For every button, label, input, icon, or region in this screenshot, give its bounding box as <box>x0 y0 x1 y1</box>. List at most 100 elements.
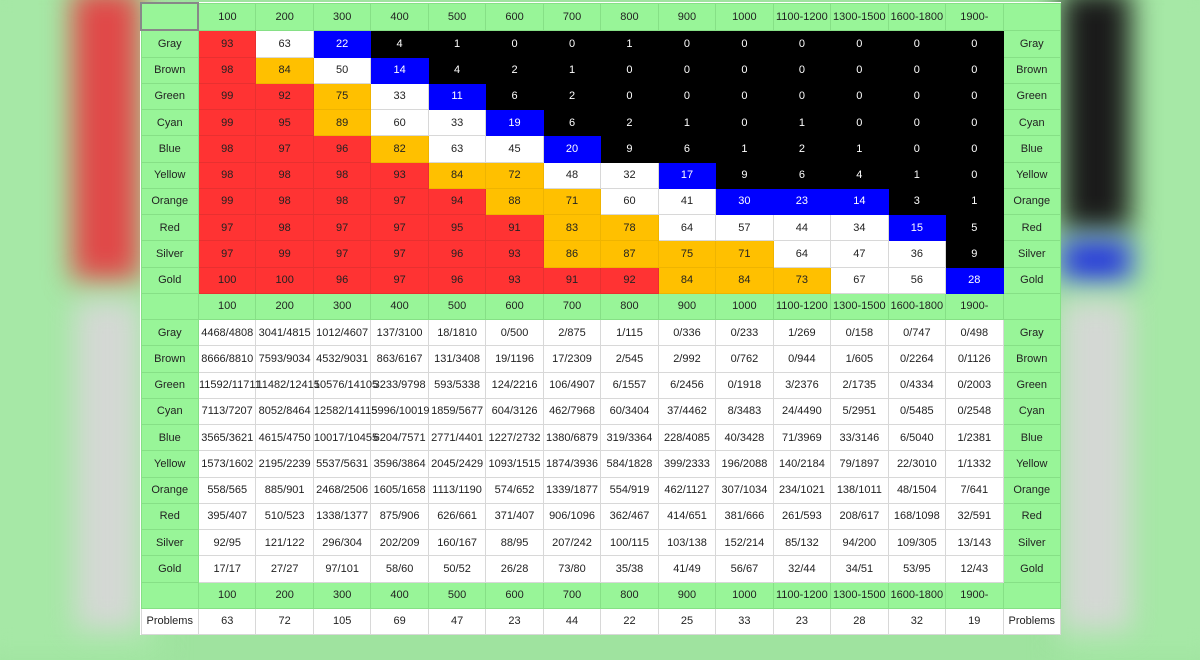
count-cell: 10576/14105 <box>312 371 378 399</box>
count-cell: 1573/1602 <box>197 450 257 478</box>
percent-cell: 6 <box>542 108 602 137</box>
count-cell: 5537/5631 <box>312 450 372 478</box>
column-header: 1100-1200 <box>772 2 832 31</box>
column-header: 500 <box>427 581 487 609</box>
blurred-background-left-red <box>72 0 140 280</box>
count-cell: 593/5338 <box>427 371 487 399</box>
row-label-right: Silver <box>1002 528 1062 557</box>
column-header: 1000 <box>715 292 774 321</box>
count-cell: 58/60 <box>370 555 429 583</box>
column-header: 1300-1500 <box>830 2 889 31</box>
corner-cell <box>140 292 199 321</box>
problems-cell: 47 <box>427 607 487 636</box>
percent-cell: 22 <box>312 29 372 58</box>
problems-cell: 32 <box>887 607 947 636</box>
percent-cell: 15 <box>887 213 947 242</box>
percent-cell: 36 <box>887 240 947 268</box>
count-row: Brown 8666/8810 7593/9034 4532/9031 863/6167… <box>140 345 1062 373</box>
count-cell: 79/1897 <box>830 450 889 478</box>
count-cell: 906/1096 <box>542 502 602 531</box>
percent-cell: 0 <box>945 29 1004 58</box>
percent-cell: 48 <box>542 161 602 189</box>
corner-cell <box>140 581 199 609</box>
percent-cell: 98 <box>312 187 372 216</box>
percent-cell: 73 <box>772 266 832 294</box>
count-cell: 307/1034 <box>715 476 774 504</box>
percent-cell: 28 <box>945 266 1004 294</box>
count-cell: 371/407 <box>485 502 544 531</box>
count-cell: 3041/4815 <box>255 318 314 347</box>
count-cell: 2045/2429 <box>427 450 487 478</box>
percent-cell: 97 <box>370 240 429 268</box>
percent-row: Yellow 98 98 98 93 84 72 48 32 17 9 6 4 1 0 Yellow <box>140 161 1062 189</box>
count-cell: 85/132 <box>772 528 832 557</box>
count-cell: 35/38 <box>600 555 659 583</box>
column-header: 900 <box>657 292 717 321</box>
percent-cell: 1 <box>772 108 832 137</box>
count-cell: 0/5485 <box>887 397 947 426</box>
column-header: 200 <box>255 2 314 31</box>
row-label: Gray <box>140 318 199 347</box>
percent-cell: 93 <box>370 161 429 189</box>
percent-cell: 96 <box>312 266 372 294</box>
percent-cell: 97 <box>197 240 257 268</box>
row-label-right: Orange <box>1002 187 1062 216</box>
percent-cell: 96 <box>427 240 487 268</box>
count-cell: 100/115 <box>600 528 659 557</box>
count-cell: 875/906 <box>370 502 429 531</box>
count-cell: 168/1098 <box>887 502 947 531</box>
problems-label-right: Problems <box>1002 607 1062 636</box>
percent-cell: 33 <box>427 108 487 137</box>
count-cell: 8666/8810 <box>197 345 257 373</box>
count-cell: 1338/1377 <box>312 502 372 531</box>
percent-cell: 98 <box>255 161 314 189</box>
count-row: Blue 3565/3621 4615/4750 10017/10455 6204/75… <box>140 423 1062 452</box>
count-row: Orange 558/565 885/901 2468/2506 1605/1658 11… <box>140 476 1062 504</box>
percent-cell: 60 <box>370 108 429 137</box>
row-label: Green <box>140 371 199 399</box>
percent-cell: 41 <box>657 187 717 216</box>
percent-cell: 97 <box>255 135 314 163</box>
percent-row: Gold 100 100 96 97 96 93 91 92 84 84 73 67 56 28 Gold <box>140 266 1062 294</box>
percent-cell: 99 <box>197 82 257 111</box>
percent-cell: 0 <box>772 29 832 58</box>
percent-cell: 0 <box>945 56 1004 84</box>
count-row: Green 11592/11711 11482/12415 10576/14105 32… <box>140 371 1062 399</box>
percent-cell: 97 <box>312 240 372 268</box>
count-cell: 92/95 <box>197 528 257 557</box>
percent-cell: 0 <box>887 56 947 84</box>
count-cell: 1113/1190 <box>427 476 487 504</box>
percent-cell: 4 <box>427 56 487 84</box>
percent-cell: 63 <box>255 29 314 58</box>
count-cell: 1380/6879 <box>542 423 602 452</box>
percent-cell: 2 <box>485 56 544 84</box>
percent-cell: 63 <box>427 135 487 163</box>
count-cell: 37/4462 <box>657 397 717 426</box>
count-cell: 462/7968 <box>542 397 602 426</box>
count-cell: 121/122 <box>255 528 314 557</box>
percent-cell: 97 <box>370 213 429 242</box>
count-cell: 12/43 <box>945 555 1004 583</box>
percent-cell: 100 <box>197 266 257 294</box>
percent-cell: 0 <box>600 56 659 84</box>
problems-cell: 19 <box>945 607 1004 636</box>
count-cell: 228/4085 <box>657 423 717 452</box>
count-cell: 207/242 <box>542 528 602 557</box>
percent-cell: 6 <box>772 161 832 189</box>
percent-cell: 30 <box>715 187 774 216</box>
count-cell: 17/17 <box>197 555 257 583</box>
count-cell: 17/2309 <box>542 345 602 373</box>
percent-cell: 20 <box>542 135 602 163</box>
count-cell: 26/28 <box>485 555 544 583</box>
column-header-row: 100 200 300 400 500 600 700 800 900 1000 1100-1200… <box>140 581 1062 609</box>
count-cell: 2195/2239 <box>255 450 314 478</box>
column-header: 200 <box>255 292 314 321</box>
count-cell: 1093/1515 <box>485 450 544 478</box>
column-header: 300 <box>312 581 372 609</box>
column-header: 1600-1800 <box>887 581 947 609</box>
percent-cell: 0 <box>830 29 889 58</box>
count-cell: 6/5040 <box>887 423 947 452</box>
percent-cell: 3 <box>887 187 947 216</box>
count-cell: 6204/7571 <box>370 423 429 452</box>
count-cell: 138/1011 <box>830 476 889 504</box>
